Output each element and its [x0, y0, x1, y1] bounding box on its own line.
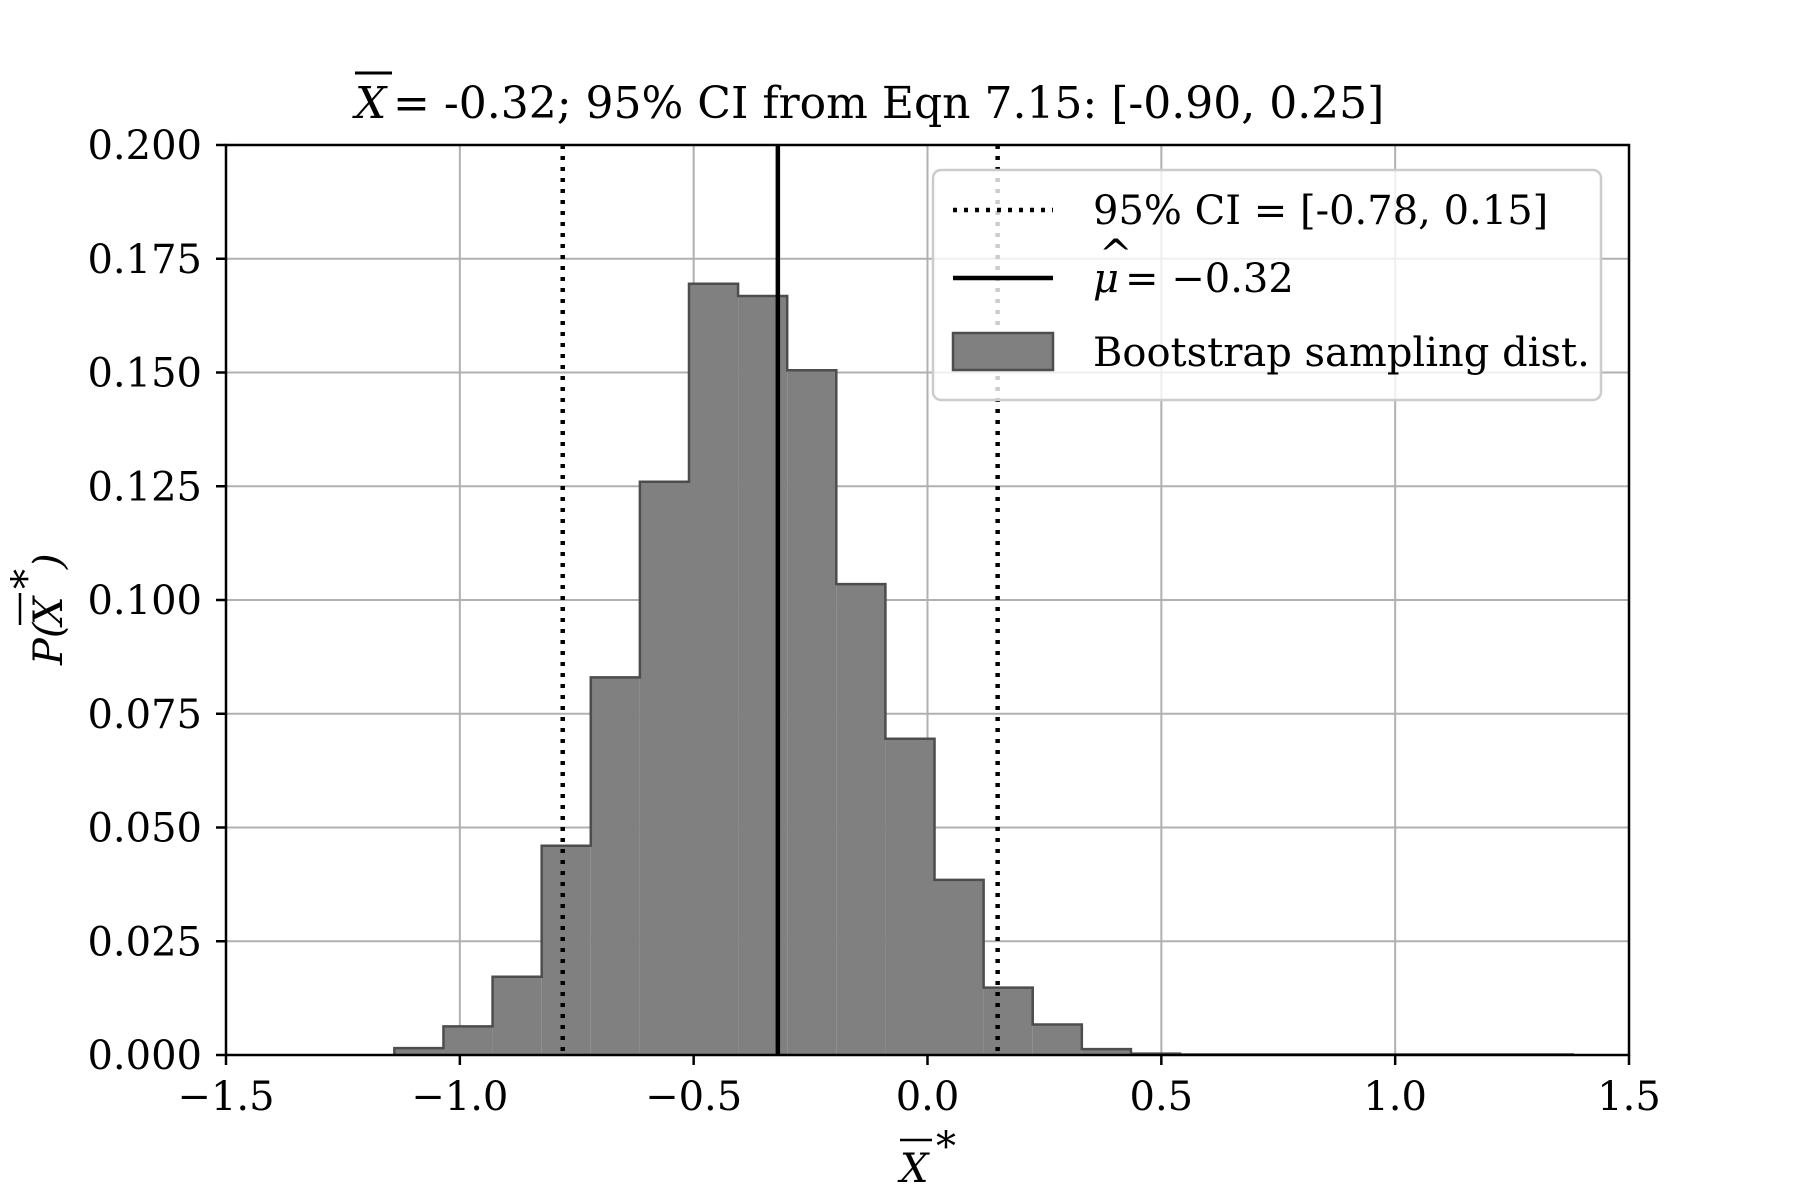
xlabel-sup: * — [936, 1124, 956, 1170]
histogram-bar — [787, 370, 837, 1056]
ylabel-symbol: X — [26, 595, 72, 628]
histogram-bar — [394, 1048, 444, 1055]
title-text: = -0.32; 95% CI from Eqn 7.15: [-0.90, 0… — [393, 78, 1384, 129]
y-tick-label: 0.050 — [87, 806, 202, 852]
y-tick-label: 0.150 — [87, 351, 202, 397]
legend-box — [931, 168, 1603, 402]
x-tick-label: 0.5 — [1130, 1074, 1194, 1120]
histogram-bar — [983, 987, 1033, 1055]
histogram-bar — [590, 677, 640, 1055]
x-tick-label: −0.5 — [645, 1074, 742, 1120]
y-tick-label: 0.000 — [87, 1033, 202, 1079]
ylabel-sup: * — [4, 569, 50, 589]
legend-mu-hat: ^ — [1099, 232, 1133, 278]
histogram-bar — [885, 738, 935, 1055]
x-tick-label: 1.0 — [1363, 1074, 1427, 1120]
y-tick-label: 0.125 — [87, 464, 202, 510]
legend-patch-hist — [951, 331, 1055, 372]
xlabel-symbol: X — [897, 1146, 930, 1192]
reference-lines — [560, 145, 1000, 1055]
histogram-bar — [639, 481, 689, 1055]
histogram — [393, 282, 1575, 1056]
histogram-bar — [688, 283, 739, 1055]
histogram-bar — [836, 584, 886, 1055]
histogram-bar — [1081, 1049, 1131, 1055]
histogram-bar — [541, 845, 591, 1055]
histogram-bar — [443, 1026, 493, 1055]
y-tick-label: 0.025 — [87, 919, 202, 965]
x-axis-label: X * — [897, 1124, 956, 1192]
histogram-bar — [1032, 1024, 1082, 1055]
y-tick-label: 0.175 — [87, 237, 202, 283]
legend-mu-symbol: μ — [1093, 256, 1119, 302]
legend-label-ci: 95% CI = [-0.78, 0.15] — [1093, 188, 1548, 234]
x-tick-label: −1.5 — [177, 1074, 274, 1120]
y-tick-label: 0.200 — [87, 123, 202, 169]
y-axis-label: P( X * ) — [4, 553, 72, 666]
title-symbol: X — [352, 78, 388, 129]
histogram-bar — [934, 879, 984, 1055]
histogram-bar — [492, 976, 542, 1055]
x-tick-label: 1.5 — [1597, 1074, 1661, 1120]
x-tick-label: 0.0 — [896, 1074, 960, 1120]
y-tick-label: 0.100 — [87, 578, 202, 624]
x-tick-label: −1.0 — [411, 1074, 508, 1120]
ylabel-suffix: ) — [26, 553, 72, 570]
chart-title: X = -0.32; 95% CI from Eqn 7.15: [-0.90,… — [352, 71, 1384, 129]
ticks: −1.5 −1.0 −0.5 0.0 0.5 1.0 1.5 0.000 0.025 0.050 0… — [87, 123, 1660, 1120]
ylabel-prefix: P( — [26, 621, 72, 666]
y-tick-label: 0.075 — [87, 692, 202, 738]
legend: 95% CI = [-0.78, 0.15] μ ^ = −0.32 Boots… — [931, 168, 1603, 402]
legend-label-mu: = −0.32 — [1125, 256, 1294, 302]
legend-label-hist: Bootstrap sampling dist. — [1093, 330, 1590, 376]
